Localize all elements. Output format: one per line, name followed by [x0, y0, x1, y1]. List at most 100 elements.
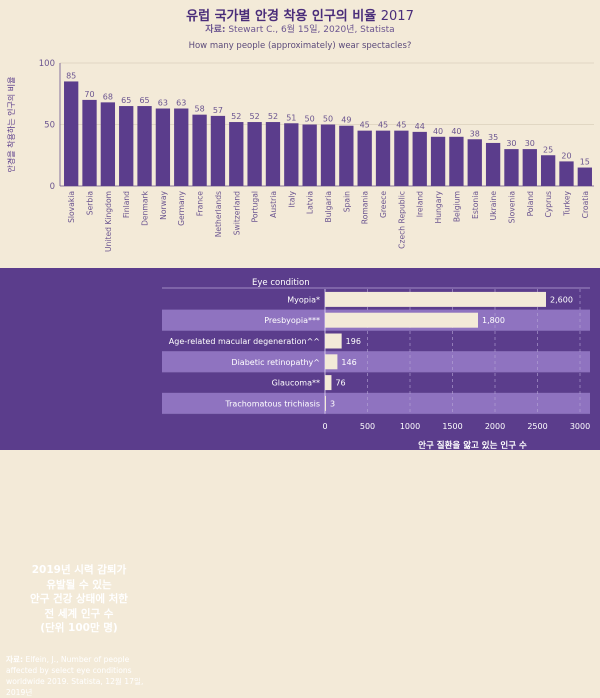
bar-value-label: 30: [506, 139, 516, 148]
hbar-value-label: 1,800: [482, 316, 505, 325]
bar-united-kingdom: [100, 102, 116, 186]
x-tick-label: Greece: [379, 191, 388, 218]
country-bar-chart: 안경을 착용하는 인구의 비율 0 50 100 85 Slovakia 70 Serbia 6…: [6, 59, 594, 252]
x-tick-label: Serbia: [86, 191, 95, 215]
eye-condition-source: 자료: Elfein, J., Number of people affecte…: [6, 654, 156, 698]
bar-value-label: 57: [213, 106, 223, 115]
bar-value-label: 45: [360, 121, 370, 130]
bar-belgium: [449, 136, 464, 186]
bar-ireland: [412, 131, 427, 186]
top-source-text: Stewart C., 6월 15일, 2020년, Statista: [228, 25, 395, 35]
eye-title-line-4: 전 세계 인구 수: [44, 607, 114, 620]
y-tick-label-100: 100: [39, 59, 55, 69]
x-tick-label: Finland: [122, 191, 131, 218]
bar-value-label: 30: [525, 139, 535, 148]
hbar-value-label: 196: [346, 337, 361, 346]
bar-slovenia: [504, 149, 519, 186]
x-tick-label: Spain: [342, 191, 351, 212]
x-tick-label: Denmark: [141, 190, 150, 226]
bar-value-label: 20: [561, 151, 571, 160]
bar-value-label: 68: [103, 92, 113, 101]
x-tick-label: Slovenia: [507, 191, 516, 223]
bar-spain: [339, 125, 354, 186]
bar-value-label: 65: [139, 96, 149, 105]
x-tick-label: Czech Republic: [397, 191, 406, 249]
bar-germany: [174, 108, 189, 186]
bar-value-label: 52: [268, 112, 278, 121]
bar-value-label: 45: [396, 121, 406, 130]
x-tick-label: Estonia: [471, 191, 480, 219]
bar-greece: [375, 130, 391, 186]
category-label: Age-related macular degeneration^^: [169, 337, 320, 346]
eye-condition-title: 2019년 시력 감퇴가 유발될 수 있는 안구 건강 상태에 처한 전 세계 …: [4, 563, 154, 636]
y-axis-label: 안경을 착용하는 인구의 비율: [6, 77, 16, 173]
hbar: [325, 354, 338, 370]
eye-condition-bar-chart: Eye condition Myopia* 2,600 Presbyopia*** 1,…: [162, 278, 590, 450]
bar-cyprus: [540, 155, 556, 186]
eye-title-line-2: 유발될 수 있는: [46, 578, 112, 591]
x-tick-label: Austria: [269, 191, 278, 218]
bar-value-label: 40: [433, 127, 443, 136]
x-tick-label: 2500: [527, 422, 547, 431]
x-tick-label: Norway: [159, 190, 168, 219]
category-label: Presbyopia***: [264, 316, 320, 325]
top-panel: 유럽 국가별 안경 착용 인구의 비율 2017 자료: Stewart C.,…: [0, 0, 600, 268]
bar-slovakia: [64, 81, 79, 186]
bar-value-label: 15: [580, 158, 590, 167]
x-tick-label: 0: [322, 422, 327, 431]
bar-finland: [119, 106, 134, 186]
category-label: Glaucoma**: [272, 379, 320, 388]
hbar-value-label: 146: [341, 358, 356, 367]
row-band: [162, 393, 590, 414]
bar-value-label: 50: [323, 115, 333, 124]
bar-hungary: [430, 136, 446, 186]
bottom-panel: 2019년 시력 감퇴가 유발될 수 있는 안구 건강 상태에 처한 전 세계 …: [0, 268, 600, 697]
category-label: Diabetic retinopathy^: [231, 358, 320, 367]
x-tick-label: Belgium: [452, 191, 461, 222]
bar-latvia: [302, 124, 317, 186]
bar-value-label: 52: [250, 112, 260, 121]
x-tick-label: Poland: [526, 191, 535, 217]
y-tick-label-50: 50: [44, 121, 55, 131]
eye-title-line-5: (단위 100만 명): [40, 622, 118, 634]
bar-value-label: 38: [470, 129, 480, 138]
x-tick-label: 2000: [485, 422, 505, 431]
x-tick-label: Switzerland: [232, 191, 241, 235]
top-source-label: 자료:: [205, 25, 226, 35]
row-band: [162, 351, 590, 373]
bar-france: [192, 114, 207, 186]
bar-bulgaria: [320, 124, 336, 186]
bar-denmark: [137, 106, 152, 186]
bar-ukraine: [485, 142, 501, 186]
x-tick-label: Slovakia: [67, 191, 76, 223]
bar-turkey: [559, 161, 574, 186]
x-tick-label: Latvia: [306, 191, 315, 214]
hbar: [325, 333, 342, 349]
bar-austria: [265, 122, 281, 186]
title-year: 2017: [380, 9, 414, 24]
column-header: Eye condition: [252, 278, 310, 288]
bar-romania: [357, 130, 372, 186]
bar-czech-republic: [394, 130, 409, 186]
bar-value-label: 63: [158, 99, 168, 108]
x-tick-label: Hungary: [434, 191, 443, 224]
bar-italy: [284, 123, 299, 186]
x-tick-label: 1500: [442, 422, 462, 431]
bar-portugal: [247, 122, 262, 186]
x-tick-label: Netherlands: [214, 191, 223, 237]
bar-value-label: 35: [488, 133, 498, 142]
bar-poland: [522, 149, 537, 186]
bar-croatia: [577, 167, 592, 186]
bar-value-label: 85: [66, 71, 76, 80]
x-tick-label: Ireland: [416, 191, 425, 217]
x-tick-label: 500: [360, 422, 375, 431]
category-label: Trachomatous trichiasis: [224, 399, 320, 408]
x-tick-label: 3000: [570, 422, 590, 431]
x-tick-label: France: [196, 191, 205, 217]
bar-value-label: 65: [121, 96, 131, 105]
x-tick-label: Italy: [287, 191, 296, 208]
eye-title-line-1: 2019년 시력 감퇴가: [31, 564, 127, 576]
x-tick-label: Germany: [177, 190, 186, 225]
x-tick-label: United Kingdom: [104, 191, 113, 252]
eye-source-label: 자료:: [6, 655, 24, 664]
